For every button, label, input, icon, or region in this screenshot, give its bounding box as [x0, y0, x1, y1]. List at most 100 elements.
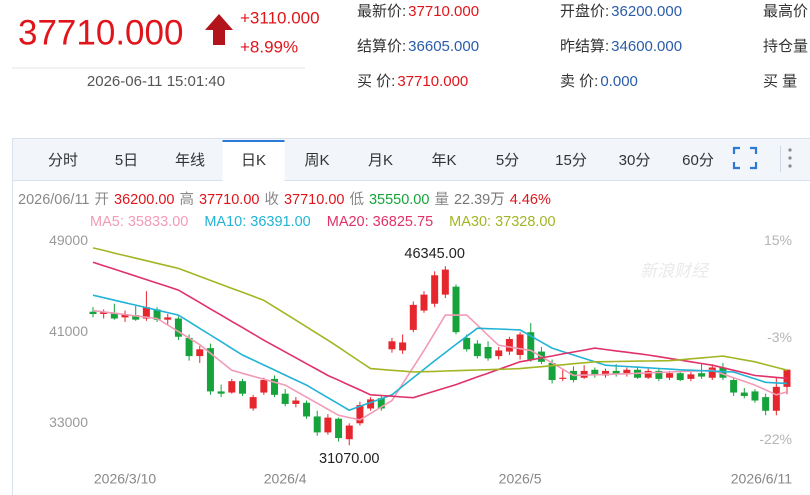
candle-body: [324, 417, 332, 433]
quote-value: 36605.000: [408, 38, 479, 55]
candle-body: [367, 399, 375, 409]
candle-body: [644, 370, 652, 378]
y-tick-label: 49000: [49, 232, 88, 248]
change: +3110.000: [240, 8, 320, 27]
candle-body: [484, 347, 492, 359]
info-value: 36200.00: [114, 192, 174, 208]
candle-body: [132, 315, 140, 320]
tab[interactable]: 5分: [496, 152, 519, 169]
candle-body: [121, 313, 129, 318]
legend-value: 37328.00: [495, 214, 555, 230]
candle-body: [505, 339, 513, 352]
tab-bar: [13, 139, 810, 180]
candle-body: [655, 370, 663, 379]
last-price: 37710.000: [18, 13, 183, 52]
candle-body: [431, 275, 439, 304]
info-date: 2026/06/11: [18, 192, 90, 208]
legend-entry: MA30: 37328.00: [449, 214, 555, 230]
ohlc-info: 2026/06/11 开 36200.00 高 37710.00 收 37710.00 低 35…: [18, 191, 551, 208]
legend-value: 36825.75: [373, 214, 433, 230]
active-tab: [222, 140, 285, 181]
info-label: 高: [179, 191, 194, 208]
info-value: 22.39万: [454, 192, 505, 208]
legend-name: MA30:: [449, 214, 491, 230]
tab[interactable]: 月K: [368, 152, 393, 169]
candle-body: [100, 311, 108, 314]
tab[interactable]: 15分: [555, 152, 587, 169]
candle-body: [260, 380, 268, 393]
y-tick-label: 33000: [49, 414, 88, 430]
candle-body: [463, 337, 471, 350]
candle-body: [153, 309, 161, 320]
candle-body: [548, 362, 556, 381]
candle-body: [238, 381, 246, 394]
quote-value: 36200.000: [611, 3, 682, 20]
change-pct: +8.99%: [240, 37, 298, 56]
candle-body: [292, 400, 300, 404]
legend-name: MA20:: [327, 214, 369, 230]
tab[interactable]: 年K: [431, 152, 456, 169]
quote-label: 持仓量: [763, 38, 808, 55]
candle-body: [591, 369, 599, 376]
candle-body: [516, 334, 524, 355]
candle-body: [420, 294, 428, 311]
ma-line: [92, 309, 788, 421]
candle-body: [249, 397, 257, 409]
candle-body: [740, 392, 748, 396]
candle-body: [666, 373, 674, 378]
quote-value: 37710.000: [397, 73, 468, 90]
settings-icon[interactable]: [788, 148, 792, 168]
tab[interactable]: 分时: [48, 152, 78, 169]
quote-value: 37710.000: [408, 3, 479, 20]
y2-tick-label: -22%: [759, 431, 792, 447]
extreme-label: 46345.00: [404, 246, 464, 262]
legend-value: 35833.00: [128, 214, 188, 230]
info-label: 量: [434, 192, 449, 208]
info-value: 37710.00: [199, 192, 259, 208]
y2-tick-label: -3%: [767, 329, 792, 345]
ma-line: [92, 294, 788, 412]
candle-body: [228, 381, 236, 393]
candle-body: [196, 349, 204, 357]
candle-body: [730, 380, 738, 393]
candle-body: [345, 425, 353, 440]
quote-label: 结算价:: [357, 37, 406, 55]
legend-entry: MA5: 35833.00: [90, 214, 188, 230]
y-tick-label: 41000: [49, 323, 88, 339]
info-label: 低: [349, 191, 364, 208]
candle-body: [356, 405, 364, 424]
up-arrow: [205, 14, 233, 45]
candle-body: [110, 312, 118, 319]
candle-body: [335, 418, 343, 439]
candle-body: [303, 402, 311, 417]
quote-value: 0.000: [600, 73, 638, 90]
candle-body: [217, 391, 225, 394]
legend-name: MA10:: [204, 214, 246, 230]
candle-body: [601, 370, 609, 376]
y2-tick-label: 15%: [764, 232, 792, 248]
info-value: 37710.00: [284, 192, 344, 208]
tab[interactable]: 年线: [175, 152, 205, 169]
candle-body: [206, 348, 214, 392]
candle-body: [772, 386, 780, 411]
candle-body: [409, 304, 417, 330]
tab[interactable]: 5日: [115, 152, 138, 169]
chart-panel: [12, 138, 810, 495]
candle-body: [399, 342, 407, 351]
fullscreen-icon[interactable]: [732, 146, 758, 170]
candle-body: [271, 378, 279, 395]
candle-body: [142, 307, 150, 319]
candle-body: [698, 373, 706, 377]
candle-body: [281, 393, 289, 404]
ma-line: [92, 261, 788, 399]
extreme-label: 31070.00: [319, 451, 379, 467]
quote-label: 最高价: [763, 3, 808, 20]
tab[interactable]: 周K: [304, 152, 329, 169]
tab[interactable]: 日K: [241, 152, 266, 169]
quote-label: 卖 价:: [560, 73, 598, 90]
tab[interactable]: 60分: [682, 152, 714, 169]
timestamp: 2026-06-11 15:01:40: [87, 73, 225, 90]
tab[interactable]: 30分: [619, 152, 651, 169]
